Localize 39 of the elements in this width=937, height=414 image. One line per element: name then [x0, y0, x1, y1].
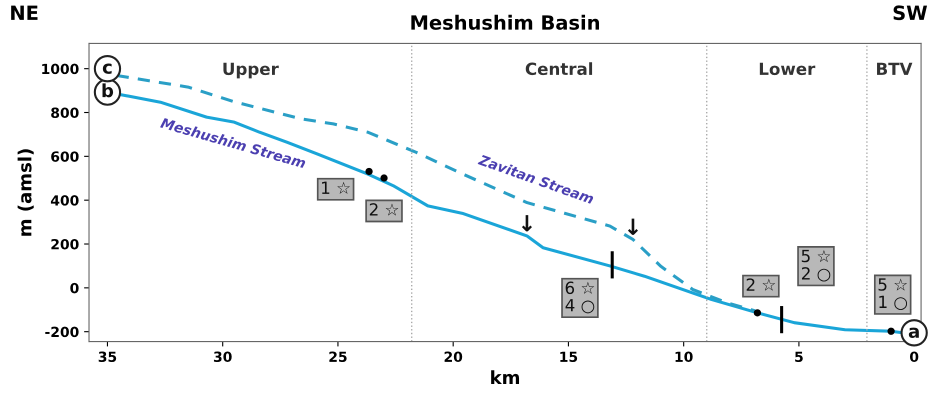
chart-title: Meshushim Basin [411, 14, 599, 30]
x-tick-label: 30 [214, 352, 232, 362]
data-label: b [102, 83, 114, 98]
annotation: 2 ☆ [370, 203, 398, 216]
data-label: c [102, 64, 112, 74]
text: NE [11, 6, 38, 20]
annotation: Central [526, 62, 592, 76]
data-label: a [908, 328, 919, 338]
y-tick-label: 800 [51, 107, 79, 118]
x-axis-title: km [491, 370, 520, 384]
y-tick-label: 0 [70, 282, 79, 294]
annotation: BTV [877, 62, 912, 75]
annotation: ↓ [628, 218, 638, 235]
x-tick-label: 20 [444, 352, 462, 362]
annotation: 5 ☆ 1 ○ [878, 278, 908, 310]
point [365, 168, 373, 176]
y-axis-title: m (amsl) [18, 149, 34, 236]
point [754, 309, 762, 316]
annotation: Upper [223, 62, 279, 78]
annotation: 6 ☆ 4 ○ [566, 281, 594, 314]
annotation: 2 ☆ [746, 278, 776, 291]
annotation: Lower [760, 62, 816, 76]
point [380, 174, 388, 182]
y-tick-label: 400 [50, 195, 79, 206]
y-tick-label: 200 [51, 238, 79, 250]
x-tick-label: 35 [98, 352, 116, 362]
x-tick-label: 10 [676, 352, 693, 362]
annotation: ↓ [522, 215, 532, 232]
point [887, 328, 895, 335]
y-tick-label: 600 [51, 151, 79, 162]
y-tick-label: 1000 [42, 64, 79, 74]
annotation: 1 ☆ [322, 182, 350, 194]
x-tick-label: 5 [795, 352, 803, 362]
y-tick-label: -200 [45, 326, 79, 338]
annotation: 5 ☆ 2 ○ [802, 250, 830, 282]
x-tick-label: 0 [910, 352, 918, 362]
x-tick-label: 15 [560, 352, 578, 362]
x-tick-label: 25 [329, 352, 347, 362]
text: SW [894, 5, 928, 20]
